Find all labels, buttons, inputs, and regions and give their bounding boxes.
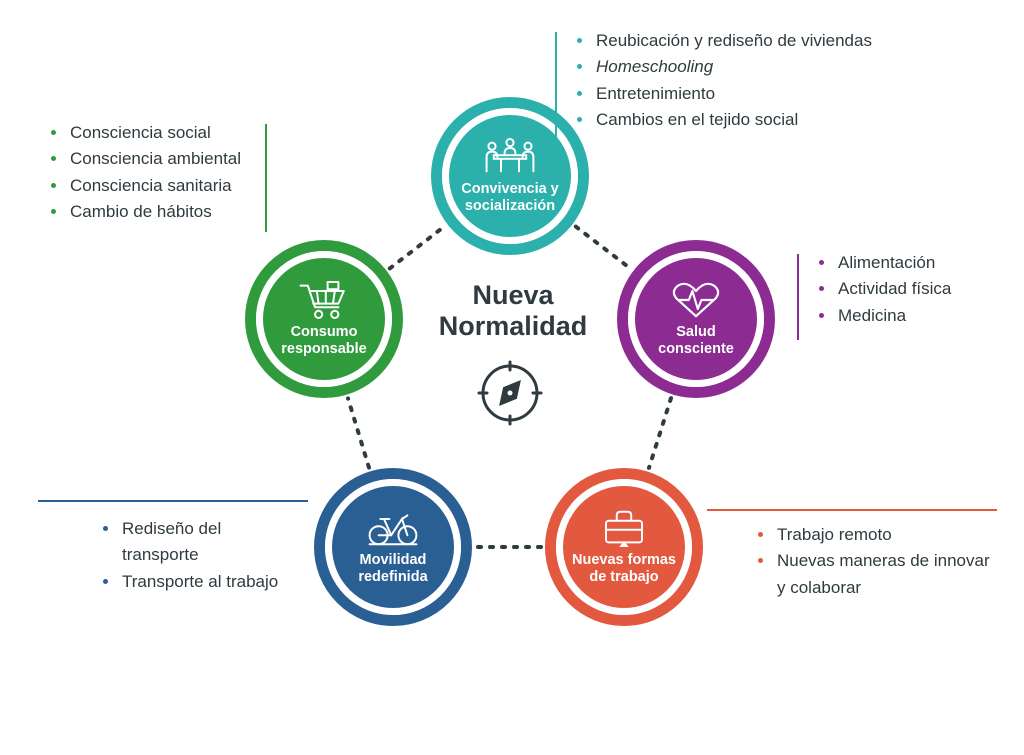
bullet-item: Actividad física: [836, 276, 1016, 302]
bullet-item: Trabajo remoto: [775, 522, 995, 548]
cart-icon: [297, 280, 351, 320]
bullets-convivencia: Reubicación y rediseño de viviendasHomes…: [574, 28, 994, 133]
bullet-item: Consciencia sanitaria: [68, 173, 263, 199]
node-label-1: Salud: [676, 324, 715, 340]
divider-movilidad: [38, 500, 308, 502]
node-fill: Salud consciente: [635, 258, 757, 380]
node-movilidad: Movilidad redefinida: [314, 468, 472, 626]
node-label-2: socialización: [465, 198, 555, 214]
bullet-item: Consciencia social: [68, 120, 263, 146]
node-trabajo: Nuevas formas de trabajo: [545, 468, 703, 626]
bullet-item: Medicina: [836, 303, 1016, 329]
bullets-movilidad: Rediseño del transporteTransporte al tra…: [100, 516, 300, 595]
divider-convivencia: [555, 32, 557, 138]
bullet-item: Rediseño del transporte: [120, 516, 300, 569]
bullet-item: Entretenimiento: [594, 81, 994, 107]
center-title-line1: Nueva: [472, 280, 553, 310]
node-fill: Convivencia y socialización: [449, 115, 571, 237]
divider-trabajo: [707, 509, 997, 511]
heart-icon: [669, 280, 723, 320]
node-label-1: Nuevas formas: [572, 552, 676, 568]
bullet-item: Cambio de hábitos: [68, 199, 263, 225]
compass-icon: [475, 358, 545, 428]
center-title-line2: Normalidad: [439, 311, 588, 341]
node-label-2: de trabajo: [589, 569, 658, 585]
center-title: Nueva Normalidad: [398, 280, 628, 342]
node-fill: Movilidad redefinida: [332, 486, 454, 608]
node-label-1: Consumo: [291, 324, 358, 340]
node-label-2: consciente: [658, 341, 734, 357]
bullet-item: Nuevas maneras de innovar y colaborar: [775, 548, 995, 601]
node-fill: Nuevas formas de trabajo: [563, 486, 685, 608]
node-consumo: Consumo responsable: [245, 240, 403, 398]
bullets-consumo: Consciencia socialConsciencia ambientalC…: [48, 120, 263, 225]
node-label-1: Movilidad: [360, 552, 427, 568]
node-fill: Consumo responsable: [263, 258, 385, 380]
infographic-stage: Nueva Normalidad: [0, 0, 1024, 755]
node-label-2: responsable: [281, 341, 366, 357]
node-salud: Salud consciente: [617, 240, 775, 398]
bullets-salud: AlimentaciónActividad física Medicina: [816, 250, 1016, 329]
divider-consumo: [265, 124, 267, 232]
bullet-item: Homeschooling: [594, 54, 994, 80]
meeting-icon: [483, 137, 537, 177]
node-label-2: redefinida: [358, 569, 427, 585]
bicycle-icon: [366, 508, 420, 548]
bullet-item: Consciencia ambiental: [68, 146, 263, 172]
bullet-item: Alimentación: [836, 250, 1016, 276]
bullet-item: Transporte al trabajo: [120, 569, 300, 595]
divider-salud: [797, 254, 799, 340]
briefcase-icon: [597, 508, 651, 548]
bullets-trabajo: Trabajo remotoNuevas maneras de innovar …: [755, 522, 995, 601]
node-label-1: Convivencia y: [461, 181, 559, 197]
bullet-item: Cambios en el tejido social: [594, 107, 994, 133]
node-convivencia: Convivencia y socialización: [431, 97, 589, 255]
bullet-item: Reubicación y rediseño de viviendas: [594, 28, 994, 54]
